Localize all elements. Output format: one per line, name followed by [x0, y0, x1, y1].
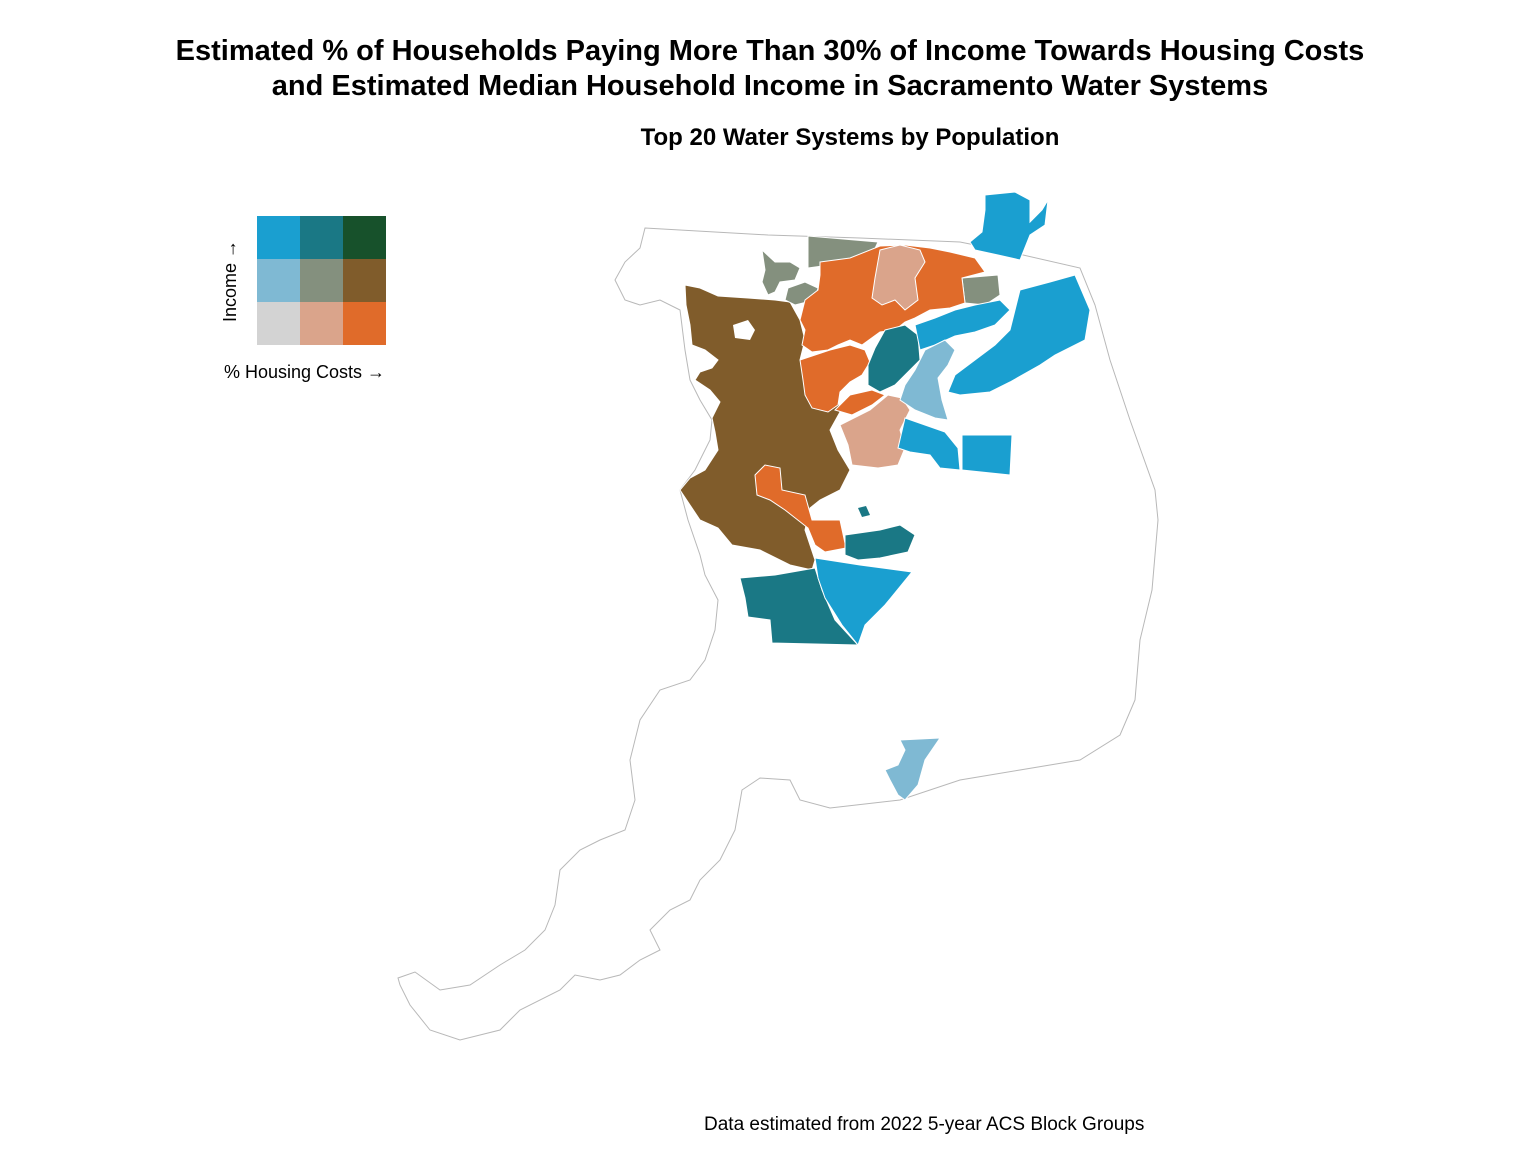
map-title-line1: Estimated % of Households Paying More Th…	[175, 35, 1365, 67]
legend-cell-low-income-high-cost	[343, 302, 386, 345]
region-brown-west	[679, 284, 851, 571]
region-blue-south2	[961, 434, 1013, 476]
legend-cell-low-income-low-cost	[257, 302, 300, 345]
legend-housing-costs-label: % Housing Costs →	[224, 362, 386, 382]
region-orange-lower	[834, 389, 887, 416]
county-outline	[397, 227, 1159, 1041]
legend-cell-high-income-low-cost	[257, 216, 300, 259]
region-graygreen-east	[961, 274, 1001, 306]
map-title: Estimated % of Households Paying More Th…	[0, 34, 1536, 104]
region-blue-southeast	[814, 557, 913, 647]
region-lightblue-center	[899, 339, 956, 421]
region-orange-center	[799, 344, 871, 413]
brown-hole	[733, 320, 755, 340]
legend-cell-mid-income-mid-cost	[300, 259, 343, 302]
legend-cell-mid-income-low-cost	[257, 259, 300, 302]
region-blue-east	[947, 274, 1091, 396]
region-blue-south1	[897, 417, 961, 471]
data-source-caption: Data estimated from 2022 5-year ACS Bloc…	[704, 1114, 1145, 1135]
region-teal-center	[867, 324, 921, 393]
region-blue-north	[969, 191, 1049, 261]
region-lightblue-southern	[884, 737, 941, 801]
legend-cell-high-income-mid-cost	[300, 216, 343, 259]
legend-cell-mid-income-high-cost	[343, 259, 386, 302]
legend-cell-low-income-mid-cost	[300, 302, 343, 345]
map-title-line2: and Estimated Median Household Income in…	[271, 70, 1269, 102]
region-teal-south	[844, 524, 916, 561]
legend-income-label: Income →	[220, 239, 240, 322]
legend-cell-high-income-high-cost	[343, 216, 386, 259]
region-teal-dot	[858, 506, 870, 517]
map-subtitle: Top 20 Water Systems by Population	[640, 124, 1060, 151]
region-graygreen-northwest	[761, 248, 801, 296]
region-salmon-north	[871, 244, 926, 311]
